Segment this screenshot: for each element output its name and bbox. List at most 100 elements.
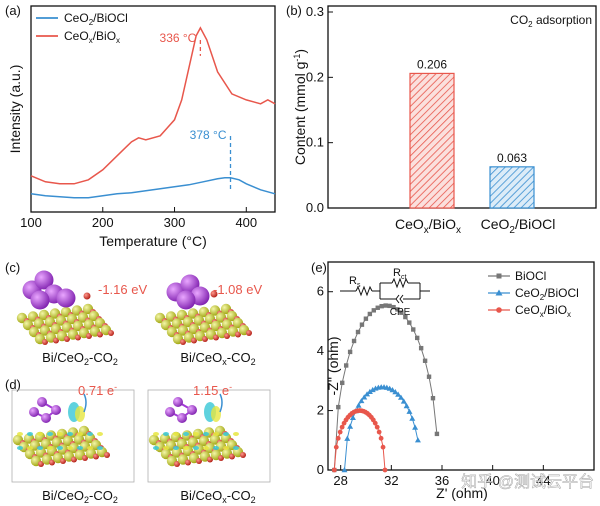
bi-atom [176,290,196,310]
panel-e-frame [327,261,595,471]
co2-o-atom [210,290,218,298]
charge-density-lobe [163,446,169,450]
legend-label-ceo2-biocl: CeO2/BiOCl [64,11,128,27]
o-atom [82,455,88,461]
charge-density-lobe [57,446,63,450]
bar-0 [409,72,455,209]
o-atom [71,456,77,463]
x-tick-label: 300 [164,215,186,230]
equivalent-circuit: Rs Rct CPE [340,267,430,318]
charge-transfer-arrow [83,393,87,413]
bi-atom [165,407,175,417]
bi-atom [41,413,51,423]
charge-density-lobe [77,446,83,450]
bi-atom [37,397,47,407]
panel-a-series [30,26,276,199]
panel-b-frame [327,5,597,209]
o-atom [213,334,219,341]
o-atom [202,336,208,342]
charge-density-lobe [77,432,83,436]
watermark: 知乎 @测试云平台 [461,473,594,491]
panel-e-axes: 28 32 36 40 44 0 2 4 6 [317,284,551,488]
o-atom [207,456,213,463]
peak-label-378: 378 °C [190,128,227,142]
charge-density-lobe [173,446,179,450]
x-tick-label: 28 [333,473,347,488]
bar-value-label: 0.206 [417,57,447,71]
bi-atom [173,397,183,407]
charge-density-lobe [97,432,103,436]
panel-b-title: CO2 adsorption [510,13,592,29]
o-atom [240,452,246,458]
legend-label-ceox-biox: CeOx/BiOx [64,29,120,45]
legend-marker [496,307,502,313]
charge-density-lobe [37,446,43,450]
o-atom [174,461,180,467]
adsorption-energy-right: -1.08 eV [213,282,262,297]
charge-density-lobe [183,446,189,450]
resistor-rs [355,285,373,297]
charge-density-lobe [67,446,73,450]
peak-label-336: 336 °C [160,31,197,45]
panel-e-x-axis-label: Z' (ohm) [436,485,488,501]
charge-density-lobe [87,446,93,450]
charge-density-lobe [193,446,199,450]
panel-e-series [331,303,440,473]
bi-atom [177,413,187,423]
o-atom [108,330,114,336]
y-tick-label: 2 [317,403,324,418]
structure-d-left [11,389,135,483]
bar-1 [489,166,535,209]
charge-density-lobe [223,446,229,450]
o-atom [42,339,48,345]
o-atom [38,461,44,467]
charge-density-lobe [211,406,221,422]
o-atom [218,455,224,461]
charge-density-lobe [27,432,33,436]
cpe-element [395,294,400,304]
panel-d-charge-density: (d) 0.71 e- 1.15 e- Bi/CeO2-CO2 Bi/CeOx-… [5,377,271,505]
panel-d-label: (d) [5,377,21,392]
bar-value-label: 0.063 [497,151,527,165]
charge-density-lobe [203,432,209,436]
adsorption-energy-left: -1.16 eV [98,282,147,297]
panel-a-tpd-chart: (a) 100 200 300 400 336 °C 378 °C CeO2/BiOC… [5,3,276,249]
structure-c-left [16,270,114,345]
y-tick-label: 0 [317,462,324,477]
charge-density-lobe [213,432,219,436]
x-tick-label: 32 [384,473,398,488]
bi-atom [56,288,76,308]
charge-density-lobe [37,432,43,436]
y-tick-label: 0.0 [306,200,324,215]
legend-label: CeO2/BiOCl [515,286,579,302]
o-atom [229,453,235,460]
series-line-red [30,26,276,185]
charge-density-lobe [27,446,33,450]
data-point [434,431,440,437]
panel-c-label: (c) [5,260,20,275]
x-tick-label: 36 [435,473,449,488]
x-tick-label: 100 [20,215,42,230]
bi-atom [30,290,50,310]
category-label: CeOx/BiOx [395,216,461,236]
panel-b-y-axis-label: Content (mmol g-1) [292,49,308,165]
panel-a-label: (a) [5,3,21,18]
o-atom [185,459,191,466]
panel-e-nyquist-chart: (e) 28 32 36 40 44 0 2 4 6 Rs Rct CPE BiOCl CeO2/… [311,260,595,501]
legend-label: CeOx/BiOx [515,303,571,319]
charge-density-lobe [233,446,239,450]
structure-c-left-label: Bi/CeO2-CO2 [42,350,118,367]
charge-density-lobe [47,432,53,436]
panel-c-adsorption-structures: (c) -1.16 eV -1.08 eV Bi/CeO2-CO2 Bi/CeO… [5,260,262,367]
structure-c-right [154,274,252,345]
o-atom [180,339,186,345]
legend-label: BiOCl [515,269,546,283]
panel-b-y-axis: 0.0 0.1 0.2 0.3 [306,4,333,215]
charge-density-lobe [17,432,23,436]
bi-atom [34,270,54,290]
x-tick-label: 400 [235,215,257,230]
o-atom [224,333,230,339]
charge-density-lobe [17,446,23,450]
panel-b-bars: 0.206 0.063 [409,57,535,209]
